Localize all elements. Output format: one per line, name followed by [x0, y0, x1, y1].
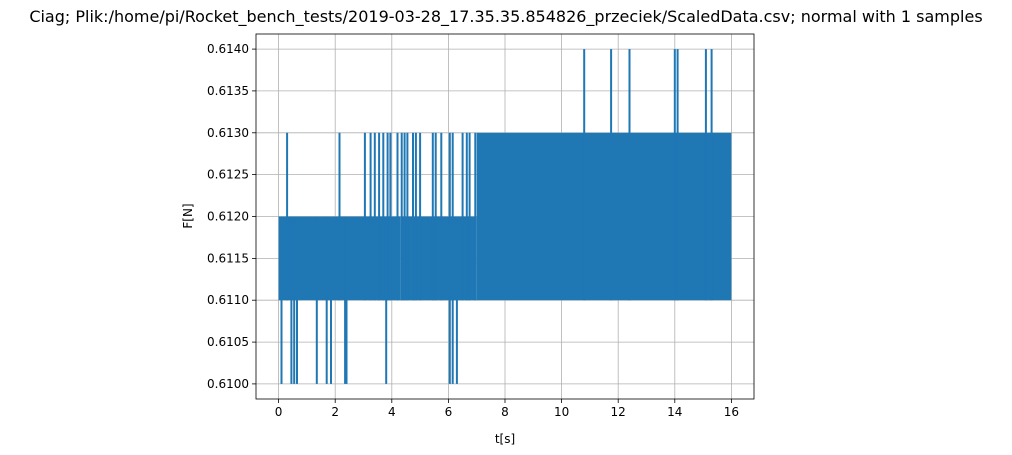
axis-ticks: 0 2 4 6 8 10 12 14 16 0.6100 0.6105 0.6110 0.6115 0.6…: [207, 42, 739, 419]
x-tick-label: 12: [611, 405, 626, 419]
x-tick-label: 4: [388, 405, 396, 419]
y-axis-label: F[N]: [181, 203, 195, 228]
y-tick-label: 0.6100: [207, 377, 249, 391]
plot-data: [278, 49, 732, 384]
y-tick-label: 0.6110: [207, 293, 249, 307]
y-tick-label: 0.6130: [207, 126, 249, 140]
x-tick-label: 16: [724, 405, 739, 419]
signal-band: [476, 132, 732, 301]
x-tick-label: 0: [275, 405, 283, 419]
signal-band: [400, 216, 477, 301]
chart-title: Ciag; Plik:/home/pi/Rocket_bench_tests/2…: [29, 7, 982, 27]
x-tick-label: 6: [445, 405, 453, 419]
x-tick-label: 14: [667, 405, 682, 419]
y-tick-label: 0.6125: [207, 168, 249, 182]
x-axis-label: t[s]: [495, 432, 515, 446]
y-tick-label: 0.6120: [207, 210, 249, 224]
x-tick-label: 10: [554, 405, 569, 419]
y-tick-label: 0.6135: [207, 84, 249, 98]
y-tick-label: 0.6105: [207, 335, 249, 349]
y-tick-label: 0.6140: [207, 42, 249, 56]
y-tick-label: 0.6115: [207, 251, 249, 265]
x-tick-label: 2: [331, 405, 339, 419]
x-tick-label: 8: [501, 405, 509, 419]
